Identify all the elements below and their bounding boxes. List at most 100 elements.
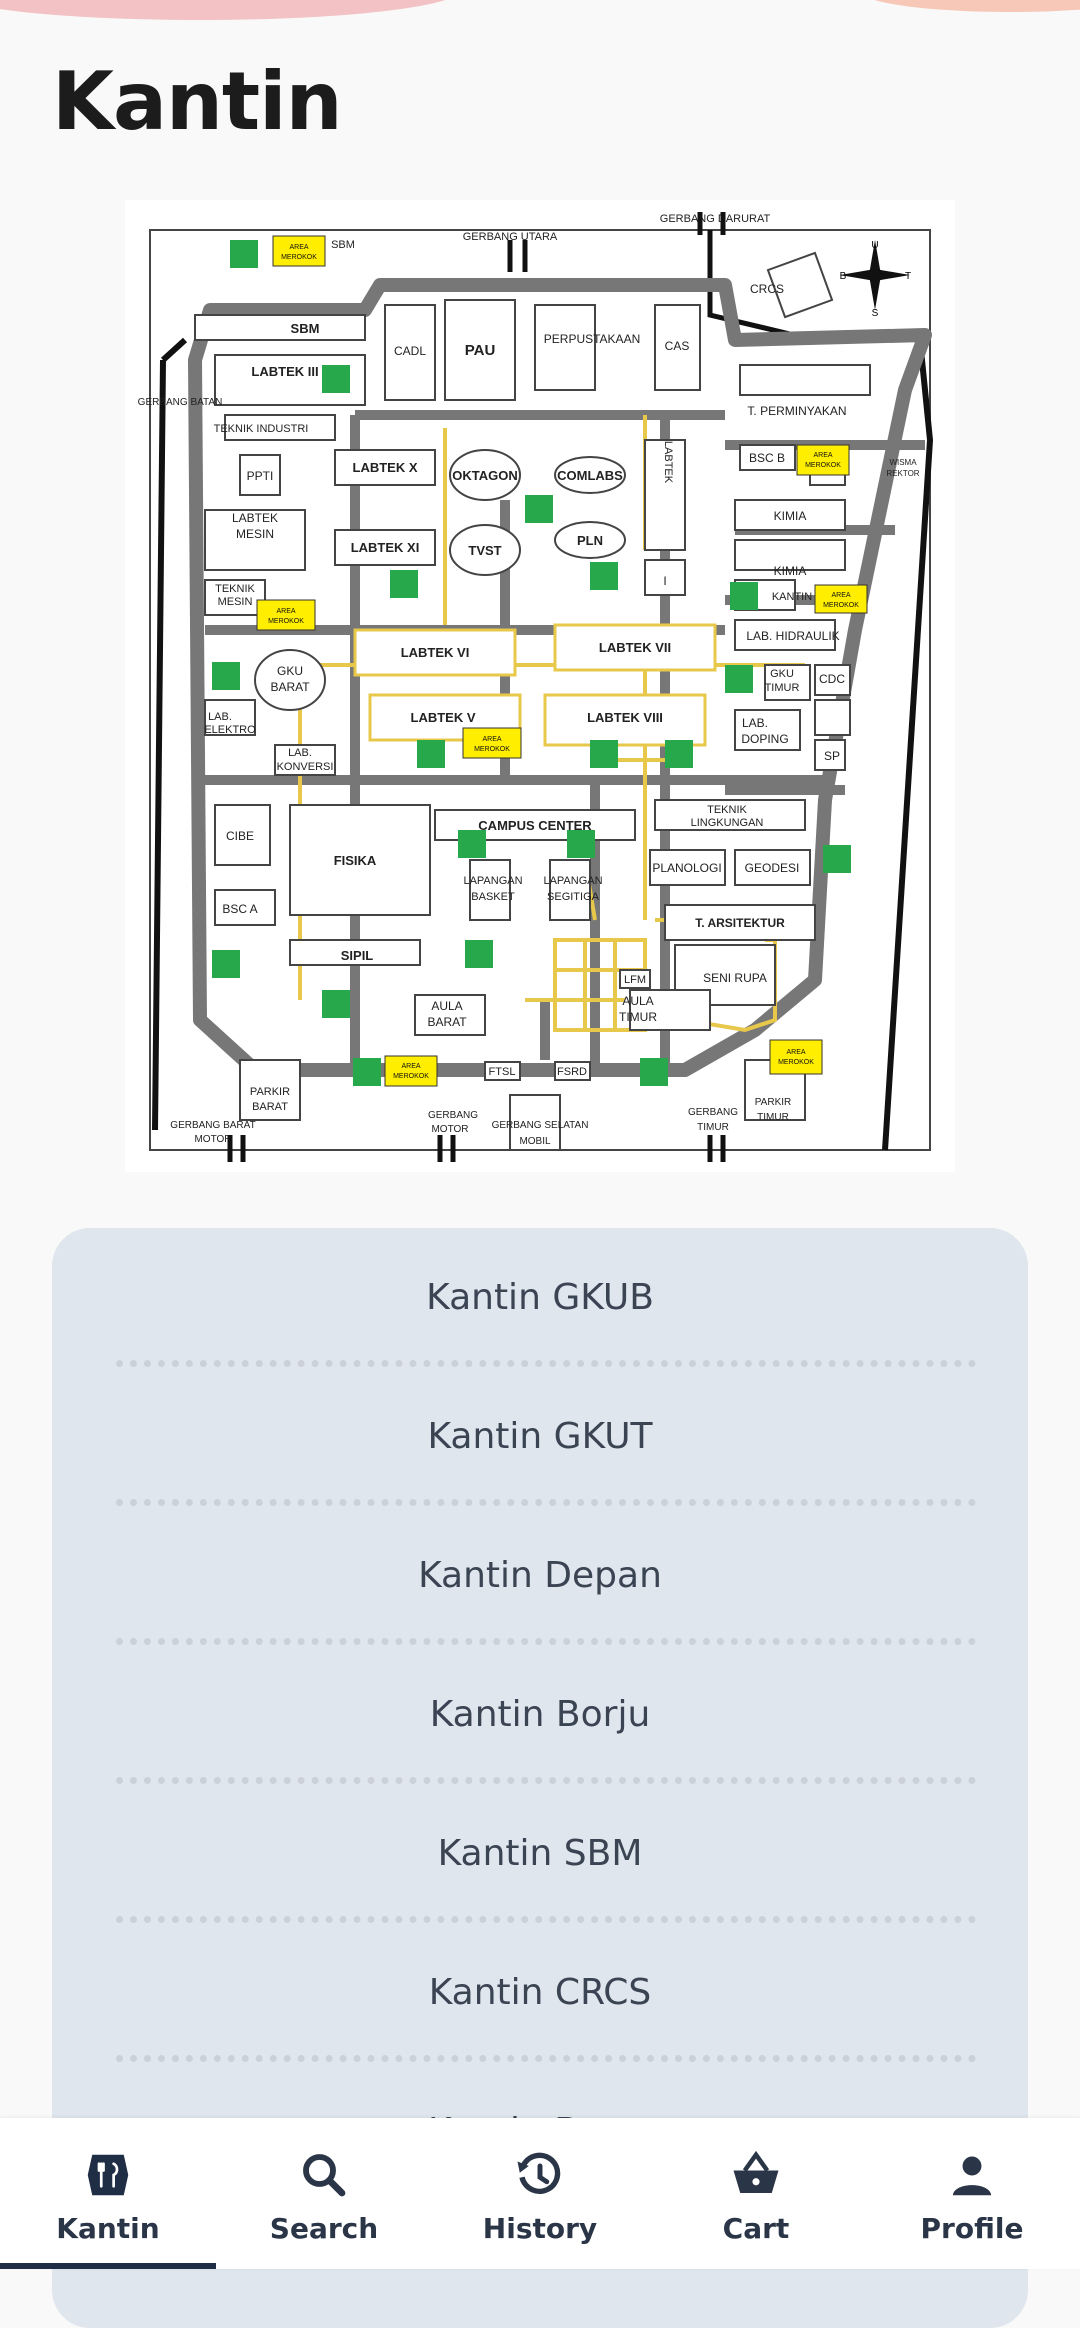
svg-text:T: T [905,271,911,282]
svg-text:TVST: TVST [468,543,501,558]
svg-text:BSC B: BSC B [749,451,785,465]
svg-text:MEROKOK: MEROKOK [281,254,317,261]
nav-search[interactable]: Search [216,2118,432,2269]
svg-text:B: B [840,271,847,282]
svg-text:SENI RUPA: SENI RUPA [703,971,767,985]
svg-text:LABTEK V: LABTEK V [411,710,476,725]
svg-text:MEROKOK: MEROKOK [823,602,859,609]
svg-text:MOTOR: MOTOR [194,1134,231,1145]
svg-text:DOPING: DOPING [741,732,788,746]
svg-text:WISMA: WISMA [889,458,917,467]
svg-text:MEROKOK: MEROKOK [393,1073,429,1080]
svg-text:MESIN: MESIN [236,527,274,541]
svg-text:PARKIR: PARKIR [755,1097,792,1108]
svg-text:SP: SP [824,749,840,763]
svg-text:LAPANGAN: LAPANGAN [543,875,602,887]
svg-text:TEKNIK: TEKNIK [215,583,255,595]
svg-text:CDC: CDC [819,672,845,686]
svg-text:GERBANG: GERBANG [688,1107,738,1118]
svg-text:PERPUSTAKAAN: PERPUSTAKAAN [544,332,640,346]
list-item-kantin-gkut[interactable]: Kantin GKUT [52,1367,1028,1506]
list-item-kantin-crcs[interactable]: Kantin CRCS [52,1923,1028,2062]
svg-text:FSRD: FSRD [557,1066,587,1078]
svg-text:AREA: AREA [289,244,308,251]
svg-text:MEROKOK: MEROKOK [474,746,510,753]
svg-text:T. PERMINYAKAN: T. PERMINYAKAN [747,404,846,418]
svg-text:MEROKOK: MEROKOK [805,462,841,469]
svg-text:TEKNIK: TEKNIK [707,804,747,816]
nav-label-kantin: Kantin [56,2212,160,2245]
svg-text:GERBANG DARURAT: GERBANG DARURAT [660,213,771,225]
nav-label-cart: Cart [722,2212,790,2245]
svg-text:BSC A: BSC A [222,902,257,916]
svg-text:PLN: PLN [577,533,603,548]
svg-text:TIMUR: TIMUR [765,682,800,694]
svg-text:LABTEK X: LABTEK X [353,460,418,475]
bottom-navigation: Kantin Search History Cart Profile [0,2118,1080,2269]
svg-text:GERBANG: GERBANG [428,1110,478,1121]
nav-label-profile: Profile [920,2212,1024,2245]
svg-text:LAB. HIDRAULIK: LAB. HIDRAULIK [746,629,839,643]
list-item-kantin-gkub[interactable]: Kantin GKUB [52,1228,1028,1367]
svg-text:KONVERSI: KONVERSI [277,761,334,773]
nav-profile[interactable]: Profile [864,2118,1080,2269]
svg-text:CIBE: CIBE [226,829,254,843]
svg-text:AREA: AREA [482,736,501,743]
list-item-kantin-depan[interactable]: Kantin Depan [52,1506,1028,1645]
svg-text:FTSL: FTSL [489,1066,516,1078]
svg-text:CAS: CAS [665,339,690,353]
svg-text:FISIKA: FISIKA [334,853,377,868]
svg-text:TIMUR: TIMUR [697,1122,729,1133]
svg-text:MEROKOK: MEROKOK [778,1059,814,1066]
svg-text:AULA: AULA [431,999,462,1013]
svg-text:GKU: GKU [770,668,794,680]
svg-text:COMLABS: COMLABS [557,468,623,483]
svg-text:AREA: AREA [831,592,850,599]
svg-text:SBM: SBM [291,321,320,336]
svg-text:LAB.: LAB. [208,711,232,723]
nav-kantin[interactable]: Kantin [0,2118,216,2269]
list-item-kantin-sbm[interactable]: Kantin SBM [52,1784,1028,1923]
svg-text:LABTEK: LABTEK [232,511,278,525]
svg-text:BASKET: BASKET [471,891,515,903]
svg-text:LABTEK XI: LABTEK XI [351,540,420,555]
nav-cart[interactable]: Cart [648,2118,864,2269]
svg-text:MEROKOK: MEROKOK [268,618,304,625]
svg-text:GKU: GKU [277,664,303,678]
svg-text:GERBANG UTARA: GERBANG UTARA [463,231,558,243]
svg-text:LAB.: LAB. [742,716,768,730]
svg-text:KIMIA: KIMIA [774,509,807,523]
svg-text:LABTEK: LABTEK [662,441,674,484]
svg-text:BARAT: BARAT [427,1015,467,1029]
svg-text:AREA: AREA [786,1049,805,1056]
svg-text:LFM: LFM [624,974,646,986]
top-accent-decoration [0,0,1080,20]
svg-text:TEKNIK INDUSTRI: TEKNIK INDUSTRI [214,423,309,435]
svg-text:CRCS: CRCS [750,282,784,296]
svg-text:CAMPUS CENTER: CAMPUS CENTER [478,818,592,833]
svg-text:MOTOR: MOTOR [431,1124,468,1135]
svg-text:TIMUR: TIMUR [619,1010,657,1024]
svg-text:LAB.: LAB. [288,747,312,759]
list-item-kantin-borju[interactable]: Kantin Borju [52,1645,1028,1784]
campus-map: AREA MEROKOK AREA MEROKOK AREA MEROKOK A… [125,200,955,1172]
svg-text:SBM: SBM [331,239,355,251]
person-icon [945,2148,999,2206]
svg-text:ELEKTRO: ELEKTRO [204,724,256,736]
svg-text:GERBANG BARAT: GERBANG BARAT [170,1120,255,1131]
search-icon [297,2148,351,2206]
history-icon [513,2148,567,2206]
svg-text:SEGITIGA: SEGITIGA [547,891,600,903]
svg-text:AREA: AREA [813,452,832,459]
svg-text:KANTIN: KANTIN [772,591,812,603]
svg-text:SIPIL: SIPIL [341,948,374,963]
svg-text:TIMUR: TIMUR [757,1112,789,1123]
svg-text:LAPANGAN: LAPANGAN [463,875,522,887]
svg-text:REKTOR: REKTOR [886,469,919,478]
svg-text:AULA: AULA [622,994,653,1008]
svg-text:MOBIL: MOBIL [519,1136,551,1147]
svg-text:I: I [663,574,666,588]
nav-history[interactable]: History [432,2118,648,2269]
svg-text:PARKIR: PARKIR [250,1086,290,1098]
svg-text:LINGKUNGAN: LINGKUNGAN [691,817,764,829]
